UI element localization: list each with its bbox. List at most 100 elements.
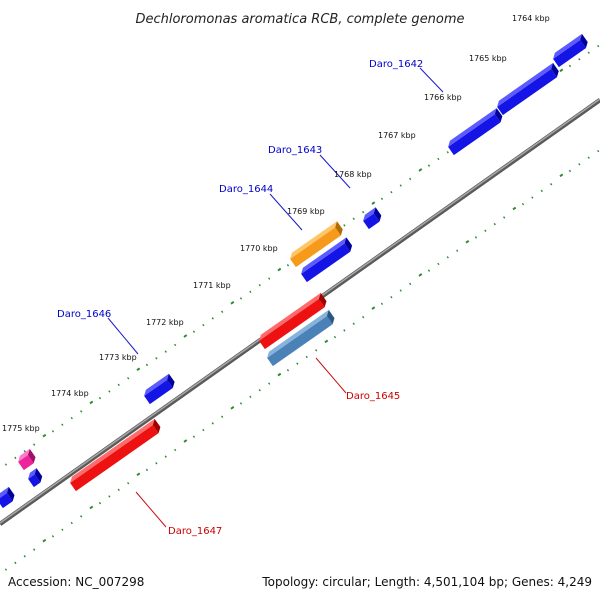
inner-tick bbox=[286, 369, 290, 372]
inner-tick bbox=[211, 422, 214, 425]
gene-small-blue-2 bbox=[0, 486, 15, 509]
inner-tick bbox=[183, 439, 188, 443]
inner-tick bbox=[531, 196, 534, 199]
connector-daro-1645 bbox=[315, 357, 347, 394]
outer-tick bbox=[174, 343, 177, 347]
inner-tick bbox=[578, 163, 581, 166]
inner-tick bbox=[503, 216, 506, 219]
outer-tick bbox=[80, 410, 83, 413]
inner-tick bbox=[456, 249, 459, 252]
outer-tick bbox=[14, 456, 17, 460]
scale-label: 1770 kbp bbox=[240, 244, 278, 253]
outer-tick bbox=[249, 290, 252, 294]
outer-tick bbox=[202, 323, 205, 327]
inner-tick bbox=[14, 561, 17, 565]
scale-label: 1766 kbp bbox=[424, 93, 462, 102]
inner-tick bbox=[550, 183, 553, 186]
inner-tick bbox=[174, 448, 177, 452]
scale-label: 1772 kbp bbox=[146, 318, 184, 327]
gene-daro-1646 bbox=[144, 373, 175, 405]
inner-tick bbox=[33, 548, 36, 551]
outer-tick bbox=[399, 184, 402, 187]
outer-tick bbox=[33, 443, 36, 446]
gene-daro-1642-segment-3 bbox=[553, 33, 588, 68]
outer-tick-ring bbox=[4, 44, 600, 466]
inner-tick bbox=[540, 189, 543, 193]
inner-tick bbox=[333, 335, 337, 339]
inner-tick bbox=[521, 202, 525, 206]
inner-tick bbox=[249, 395, 252, 399]
inner-tick bbox=[305, 355, 308, 359]
inner-tick bbox=[380, 302, 384, 306]
outer-tick bbox=[380, 197, 384, 201]
gene-label-daro-1647: Daro_1647 bbox=[168, 526, 222, 537]
inner-tick bbox=[465, 239, 470, 244]
outer-tick bbox=[42, 433, 47, 438]
inner-tick bbox=[390, 295, 393, 299]
outer-tick bbox=[51, 430, 55, 433]
gene-label-daro-1642: Daro_1642 bbox=[369, 59, 423, 70]
inner-tick bbox=[239, 402, 243, 405]
outer-tick bbox=[4, 463, 8, 466]
outer-tick bbox=[239, 297, 243, 300]
connector-daro-1643 bbox=[319, 154, 351, 189]
gene-daro-1647 bbox=[70, 418, 161, 492]
outer-tick bbox=[211, 317, 214, 320]
inner-tick bbox=[221, 415, 224, 418]
outer-tick bbox=[23, 450, 26, 453]
inner-tick bbox=[4, 568, 8, 571]
inner-tick bbox=[258, 388, 261, 392]
inner-tick bbox=[42, 538, 47, 543]
inner-tick bbox=[89, 505, 94, 510]
outer-tick bbox=[437, 157, 440, 161]
outer-tick bbox=[108, 390, 111, 393]
inner-tick bbox=[512, 206, 517, 211]
outer-tick bbox=[597, 44, 600, 48]
outer-tick bbox=[192, 330, 196, 333]
outer-tick bbox=[98, 396, 102, 400]
inner-tick bbox=[117, 488, 120, 492]
inner-tick bbox=[484, 229, 487, 232]
scale-label: 1769 kbp bbox=[287, 207, 325, 216]
outer-tick bbox=[427, 164, 431, 167]
inner-tick bbox=[362, 315, 365, 319]
inner-tick bbox=[315, 349, 318, 352]
outer-tick bbox=[230, 301, 235, 305]
outer-tick bbox=[352, 217, 355, 220]
genome-summary-text: Topology: circular; Length: 4,501,104 bp… bbox=[261, 575, 592, 589]
outer-tick bbox=[155, 357, 158, 360]
inner-tick bbox=[202, 428, 205, 432]
gene-daro-1643 bbox=[363, 207, 382, 230]
scale-label: 1764 kbp bbox=[512, 14, 550, 23]
inner-tick bbox=[155, 462, 158, 465]
connector-daro-1644 bbox=[269, 193, 303, 231]
gene-daro-1645-red bbox=[259, 292, 327, 350]
gene-label-daro-1646: Daro_1646 bbox=[57, 309, 111, 320]
inner-tick bbox=[587, 156, 590, 159]
gene-label-daro-1643: Daro_1643 bbox=[268, 145, 322, 156]
inner-tick bbox=[437, 262, 440, 266]
gene-labels: Daro_1642 Daro_1643 Daro_1644 Daro_1646 … bbox=[57, 59, 423, 537]
outer-tick bbox=[221, 310, 224, 313]
outer-tick bbox=[362, 210, 365, 214]
gene-label-daro-1645: Daro_1645 bbox=[346, 391, 400, 402]
inner-tick bbox=[352, 322, 355, 325]
gene-daro-1642-segment-2 bbox=[497, 62, 559, 116]
inner-tick bbox=[51, 535, 55, 538]
scale-label: 1774 kbp bbox=[51, 389, 89, 398]
inner-tick bbox=[409, 282, 412, 286]
outer-tick bbox=[127, 376, 130, 380]
outer-tick bbox=[183, 334, 188, 338]
scale-label: 1765 kbp bbox=[469, 54, 507, 63]
inner-tick bbox=[559, 173, 564, 178]
inner-tick bbox=[277, 372, 282, 377]
gene-orange bbox=[290, 221, 343, 268]
inner-tick bbox=[136, 472, 141, 477]
map-title: Dechloromonas aromatica RCB, complete ge… bbox=[135, 12, 464, 27]
inner-tick bbox=[399, 289, 402, 292]
inner-tick bbox=[371, 306, 376, 310]
scale-label: 1771 kbp bbox=[193, 281, 231, 290]
inner-tick bbox=[145, 468, 149, 472]
inner-tick bbox=[568, 169, 572, 173]
inner-tick bbox=[108, 495, 111, 498]
